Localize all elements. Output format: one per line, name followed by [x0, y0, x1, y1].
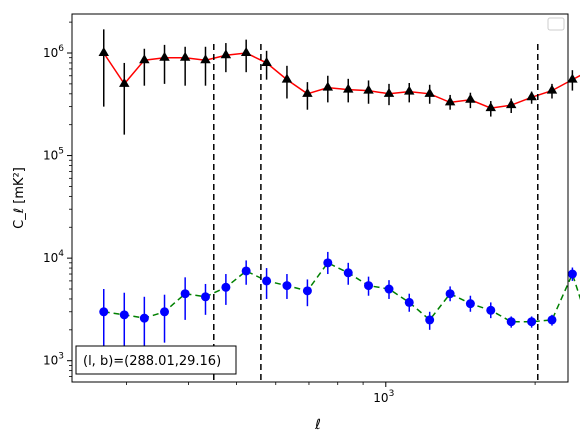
- data-point-triangle: [485, 102, 496, 112]
- data-point-circle: [506, 317, 516, 327]
- data-point-circle: [241, 266, 251, 276]
- data-point-triangle: [159, 51, 170, 61]
- data-point-circle: [323, 258, 333, 268]
- data-point-triangle: [444, 96, 456, 106]
- data-point-circle: [180, 289, 190, 299]
- data-point-circle: [200, 292, 210, 302]
- data-point-triangle: [119, 77, 130, 87]
- data-point-circle: [404, 297, 414, 307]
- data-point-triangle: [261, 56, 272, 66]
- plot-background: [72, 14, 568, 382]
- axis-ticks: 103 104 105 106 103: [43, 21, 536, 405]
- x-axis-label: ℓ: [314, 417, 321, 433]
- data-point-triangle: [139, 54, 150, 64]
- data-point-circle: [465, 299, 475, 309]
- data-point-circle: [302, 286, 312, 296]
- data-point-triangle: [363, 84, 374, 94]
- data-point-triangle: [465, 93, 476, 103]
- annotation-box: (l, b)=(288.01,29.16): [75, 345, 237, 375]
- data-point-triangle: [322, 81, 334, 91]
- vertical-markers: [213, 44, 539, 382]
- y-tick-label: 105: [43, 147, 64, 163]
- data-point-triangle: [220, 49, 232, 59]
- data-point-triangle: [526, 91, 537, 101]
- data-point-triangle: [567, 73, 578, 83]
- data-point-circle: [486, 305, 496, 315]
- data-point-circle: [547, 315, 557, 325]
- data-point-triangle: [424, 87, 435, 97]
- data-point-circle: [567, 269, 577, 279]
- data-point-circle: [99, 307, 109, 317]
- data-point-triangle: [179, 51, 191, 61]
- data-markers: [98, 46, 578, 327]
- data-point-circle: [139, 313, 149, 323]
- data-point-circle: [343, 268, 353, 278]
- y-tick-label: 106: [43, 44, 64, 60]
- annotation-label: (l, b)=(288.01,29.16): [83, 354, 221, 369]
- data-point-circle: [282, 281, 292, 291]
- data-point-triangle: [546, 84, 558, 94]
- data-point-circle: [119, 310, 129, 320]
- data-point-circle: [445, 289, 455, 299]
- data-point-circle: [364, 281, 374, 291]
- data-point-triangle: [240, 46, 252, 56]
- data-point-triangle: [281, 73, 293, 83]
- data-point-triangle: [302, 87, 313, 97]
- data-point-triangle: [98, 46, 109, 56]
- data-point-triangle: [383, 87, 395, 97]
- data-point-circle: [384, 284, 394, 294]
- data-point-circle: [160, 307, 170, 317]
- data-point-triangle: [343, 83, 354, 93]
- plot-frame: [71, 13, 569, 383]
- data-point-triangle: [505, 99, 517, 109]
- y-tick-label: 104: [43, 249, 64, 265]
- y-axis-label: C_ℓ [mK²]: [12, 167, 27, 229]
- data-point-triangle: [404, 85, 415, 95]
- y-tick-label: 103: [43, 352, 64, 368]
- data-point-circle: [262, 276, 272, 286]
- data-point-circle: [221, 282, 231, 292]
- legend-box: [547, 17, 565, 31]
- data-point-circle: [425, 315, 435, 325]
- data-point-triangle: [200, 54, 211, 64]
- data-point-circle: [527, 317, 537, 327]
- x-tick-label: 103: [373, 389, 394, 405]
